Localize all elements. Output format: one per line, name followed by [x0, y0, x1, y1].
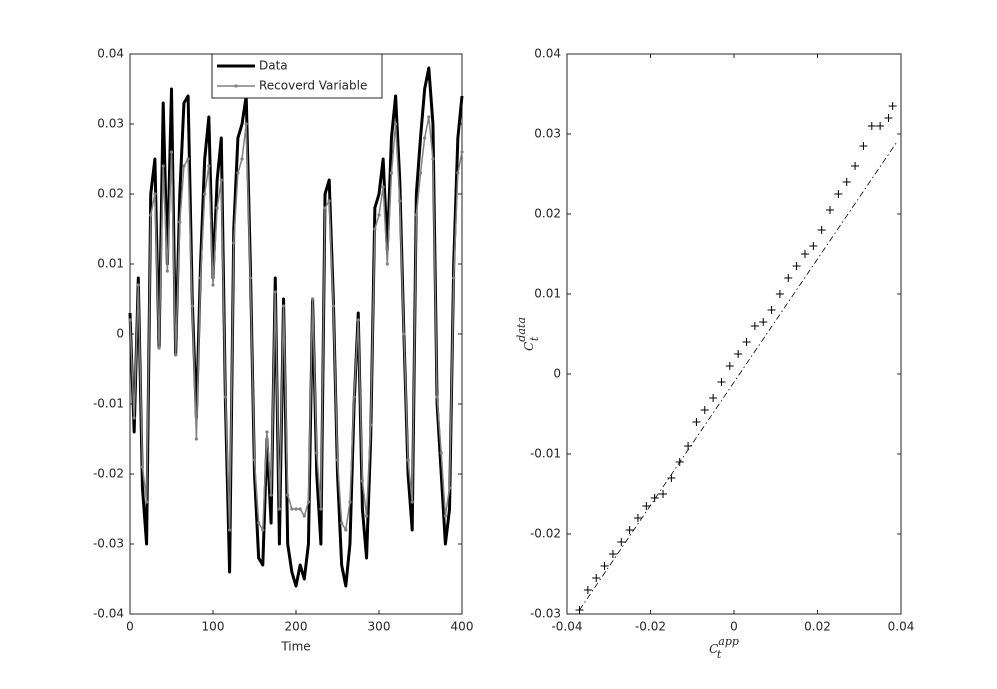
y-tick-label: -0.03	[530, 607, 561, 621]
y-tick-label: 0.01	[534, 287, 561, 301]
scatter-point	[650, 494, 659, 502]
scatter-point	[625, 526, 634, 534]
scatter-point	[692, 418, 701, 426]
label-sup: data	[515, 317, 528, 342]
scatter-point	[725, 362, 734, 370]
legend-marker	[234, 84, 238, 88]
scatter-point	[667, 474, 676, 482]
y-tick-label: -0.04	[93, 607, 124, 621]
x-tick-label: 400	[451, 620, 474, 634]
label-sub: t	[528, 336, 541, 341]
scatter-point	[759, 318, 768, 326]
x-tick-label: 0.04	[888, 620, 915, 634]
y-tick-label: -0.02	[93, 467, 124, 481]
y-tick-label: 0.03	[534, 127, 561, 141]
x-tick-label: 0	[730, 620, 738, 634]
series-line	[128, 115, 464, 532]
scatter-point	[800, 250, 809, 258]
scatter-point	[608, 550, 617, 558]
scatter-point	[742, 338, 751, 346]
x-tick-label: 300	[368, 620, 391, 634]
scatter-point	[851, 162, 860, 170]
scatter-point	[659, 490, 668, 498]
y-tick-label: 0.03	[97, 117, 124, 131]
scatter-point	[817, 226, 826, 234]
legend-box	[211, 53, 383, 99]
y-tick-label: 0.02	[534, 207, 561, 221]
scatter-point	[750, 322, 759, 330]
y-tick-label: 0.04	[97, 47, 124, 61]
scatter-point	[617, 538, 626, 546]
scatter-point	[834, 190, 843, 198]
scatter-point	[767, 306, 776, 314]
y-tick-label: 0	[116, 327, 124, 341]
scatter-point	[859, 142, 868, 150]
scatter-point	[684, 442, 693, 450]
scatter-point	[888, 102, 897, 110]
label-base: C	[522, 342, 536, 351]
scatter-point	[775, 290, 784, 298]
scatter-point	[642, 502, 651, 510]
scatter-point	[600, 562, 609, 570]
scatter-point	[700, 406, 709, 414]
scatter-point	[876, 122, 885, 130]
y-tick-label: -0.03	[93, 537, 124, 551]
scatter-point	[792, 262, 801, 270]
axis-label: Cdatat	[515, 317, 541, 351]
scatter-point	[675, 458, 684, 466]
x-tick-label: 0.02	[804, 620, 831, 634]
scatter-point	[884, 114, 893, 122]
y-tick-label: 0.02	[97, 187, 124, 201]
x-tick-label: -0.02	[635, 620, 666, 634]
legend-label: Recoverd Variable	[259, 79, 367, 93]
scatter-point	[592, 574, 601, 582]
scatter-point	[826, 206, 835, 214]
scatter-point	[842, 178, 851, 186]
legend-label: Data	[259, 59, 288, 73]
y-tick-label: -0.02	[530, 527, 561, 541]
x-axis-label: Time	[280, 640, 310, 654]
y-tick-label: 0.04	[534, 47, 561, 61]
scatter-point	[717, 378, 726, 386]
scatter-point	[784, 274, 793, 282]
x-tick-label: 0	[126, 620, 134, 634]
scatter-point	[633, 514, 642, 522]
scatter-point	[575, 606, 584, 614]
x-tick-label: 100	[202, 620, 225, 634]
label-sub: t	[717, 648, 722, 661]
y-tick-label: 0.01	[97, 257, 124, 271]
scatter-point	[709, 394, 718, 402]
axis-label: Capp t	[709, 635, 739, 661]
scatter-point	[809, 242, 818, 250]
label-sup: app	[718, 635, 739, 648]
y-tick-label: -0.01	[530, 447, 561, 461]
scatter-point	[867, 122, 876, 130]
y-tick-label: -0.01	[93, 397, 124, 411]
x-tick-label: 200	[285, 620, 308, 634]
scatter-point	[734, 350, 743, 358]
x-tick-label: -0.04	[551, 620, 582, 634]
label-base: C	[709, 642, 718, 656]
y-tick-label: 0	[553, 367, 561, 381]
scatter-point	[583, 586, 592, 594]
